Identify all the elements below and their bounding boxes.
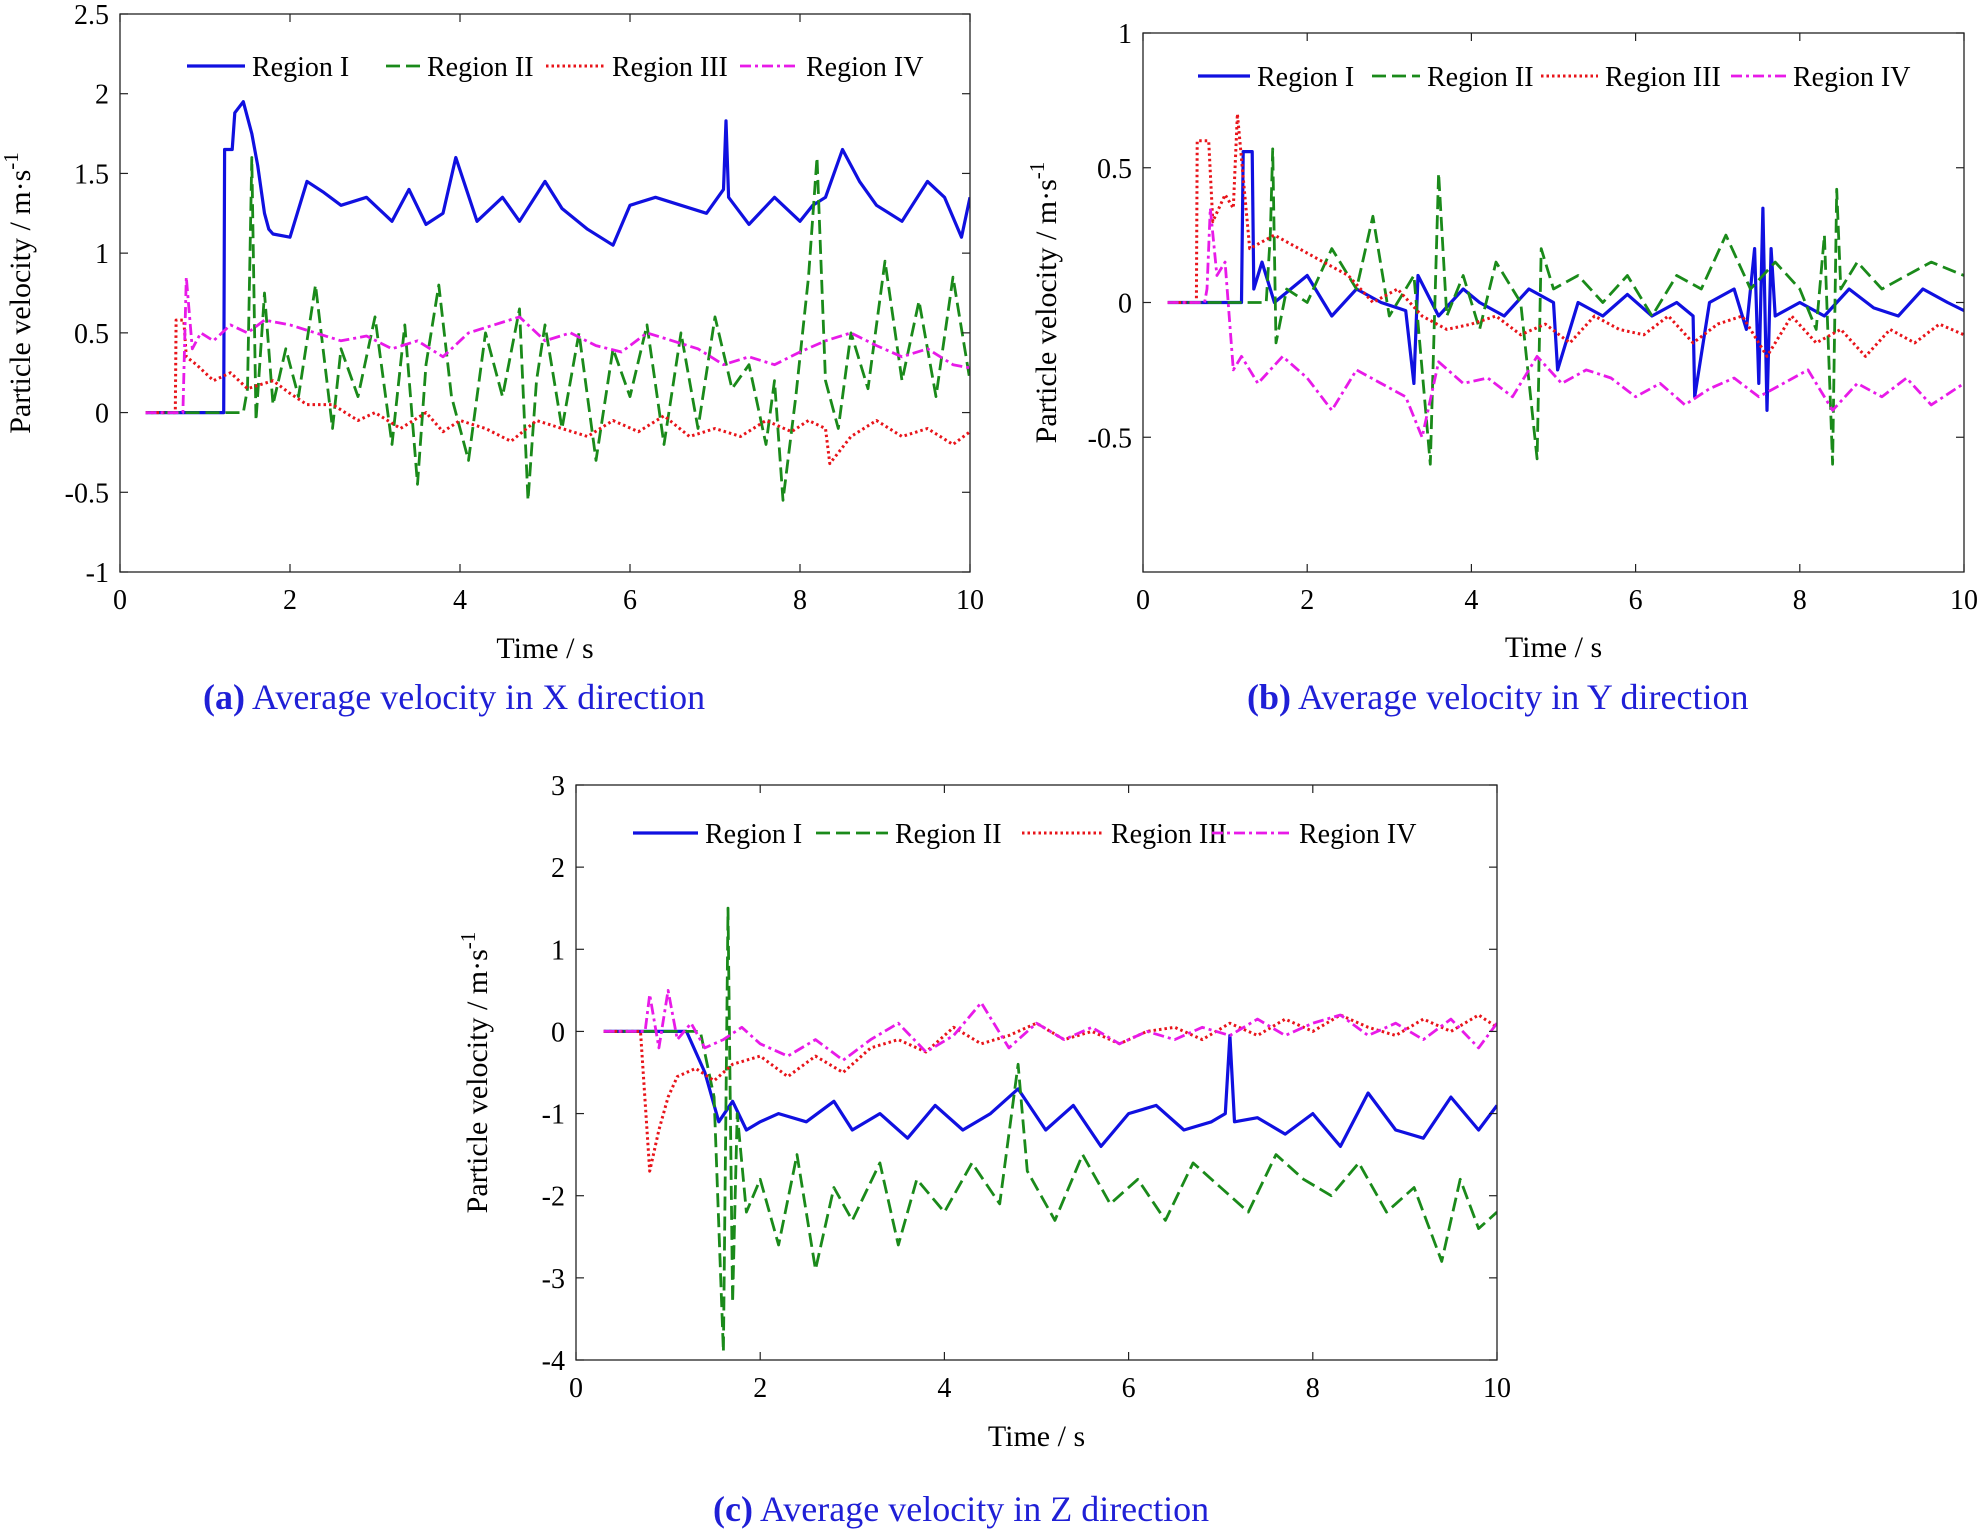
series-line-a-1 bbox=[145, 100, 970, 415]
x-tick-label: 6 bbox=[1629, 585, 1643, 616]
y-axis-label-main: Particle velocity / m·s bbox=[4, 170, 37, 434]
x-tick-label: 2 bbox=[1300, 585, 1314, 616]
legend-label-2: Region II bbox=[1427, 62, 1534, 93]
caption-label-a: (a) bbox=[203, 677, 245, 717]
y-tick-label: 0.5 bbox=[74, 319, 109, 350]
y-axis-label: Particle velocity / m·s-1 bbox=[456, 932, 494, 1214]
y-tick-label: 0 bbox=[1118, 289, 1132, 320]
x-tick-label: 6 bbox=[623, 585, 637, 616]
x-tick-label: 8 bbox=[793, 585, 807, 616]
x-tick-label: 10 bbox=[956, 585, 984, 616]
legend-label-3: Region III bbox=[1605, 62, 1721, 93]
series-line-b-4 bbox=[1167, 206, 1964, 439]
y-tick-label: -0.5 bbox=[1088, 423, 1132, 454]
caption-label-b: (b) bbox=[1247, 677, 1291, 717]
y-tick-label: 1 bbox=[95, 239, 109, 270]
series-line-c-4 bbox=[603, 989, 1497, 1062]
y-tick-label: 1 bbox=[1118, 19, 1132, 50]
y-tick-label: -1 bbox=[542, 1100, 565, 1131]
legend-label-4: Region IV bbox=[1793, 62, 1910, 93]
x-tick-label: 4 bbox=[1464, 585, 1478, 616]
series-line-c-1 bbox=[603, 1029, 1497, 1149]
x-tick-label: 8 bbox=[1793, 585, 1807, 616]
legend-a: Region I Region II Region III Region IV bbox=[187, 52, 923, 83]
series-line-c-2 bbox=[603, 906, 1497, 1354]
y-axis-label-main: Particle velocity / m·s bbox=[461, 949, 494, 1213]
caption-text-b: Average velocity in Y direction bbox=[1291, 677, 1749, 717]
series-line-b-1 bbox=[1167, 150, 1964, 412]
caption-panel-b: (b) Average velocity in Y direction bbox=[1247, 676, 1749, 718]
x-tick-label: 4 bbox=[937, 1373, 951, 1404]
y-tick-label: 2 bbox=[95, 80, 109, 111]
axes-box-c bbox=[575, 784, 1498, 1361]
x-tick-label: 2 bbox=[753, 1373, 767, 1404]
series-line-b-2 bbox=[1167, 147, 1964, 466]
series-line-b-3 bbox=[1167, 112, 1964, 358]
series-line-a-4 bbox=[145, 275, 970, 415]
x-axis-label: Time / s bbox=[988, 1420, 1085, 1453]
chart-panel-c: 0 2 4 6 8 10 -4 -3 -2 -1 0 1 2 3 Time / s Particle velo… bbox=[456, 771, 1511, 1453]
x-tick-label: 0 bbox=[569, 1373, 583, 1404]
legend-label-2: Region II bbox=[895, 819, 1002, 850]
caption-text-a: Average velocity in X direction bbox=[244, 677, 706, 717]
y-tick-label: 2.5 bbox=[74, 0, 109, 31]
y-tick-label: -0.5 bbox=[65, 478, 109, 509]
caption-panel-c: (c) Average velocity in Z direction bbox=[713, 1488, 1209, 1530]
x-tick-label: 8 bbox=[1306, 1373, 1320, 1404]
legend-label-1: Region I bbox=[705, 819, 802, 850]
series-line-c-3 bbox=[603, 1013, 1497, 1173]
y-tick-label: 0 bbox=[551, 1017, 565, 1048]
y-tick-label: -4 bbox=[542, 1346, 565, 1377]
y-tick-label: -3 bbox=[542, 1264, 565, 1295]
series-line-a-3 bbox=[145, 318, 970, 466]
x-tick-label: 0 bbox=[113, 585, 127, 616]
y-axis-label-superscript: -1 bbox=[456, 932, 480, 950]
chart-panel-a: 0 2 4 6 8 10 -1 -0.5 0 0.5 1 1.5 2 2.5 Time / s Particl… bbox=[0, 0, 984, 665]
legend-label-4: Region IV bbox=[806, 52, 923, 83]
y-tick-label: -2 bbox=[542, 1182, 565, 1213]
caption-panel-a: (a) Average velocity in X direction bbox=[203, 676, 705, 718]
x-axis-label: Time / s bbox=[496, 632, 593, 665]
y-axis-label-superscript: -1 bbox=[0, 152, 23, 170]
legend-label-3: Region III bbox=[612, 52, 728, 83]
y-tick-label: 3 bbox=[551, 771, 565, 802]
legend-label-3: Region III bbox=[1111, 819, 1227, 850]
x-axis-label: Time / s bbox=[1505, 631, 1602, 664]
legend-label-1: Region I bbox=[1257, 62, 1354, 93]
legend-label-2: Region II bbox=[427, 52, 534, 83]
x-tick-label: 2 bbox=[283, 585, 297, 616]
y-axis-label-main: Particle velocity / m·s bbox=[1030, 179, 1063, 443]
y-tick-label: 0 bbox=[95, 399, 109, 430]
legend-b: Region I Region II Region III Region IV bbox=[1198, 62, 1910, 93]
y-axis-label-superscript: -1 bbox=[1025, 162, 1049, 180]
series-line-a-2 bbox=[145, 156, 970, 502]
y-tick-label: 1 bbox=[551, 935, 565, 966]
x-tick-label: 0 bbox=[1136, 585, 1150, 616]
x-tick-label: 10 bbox=[1483, 1373, 1511, 1404]
y-axis-label: Particle velocity / m·s-1 bbox=[1025, 162, 1063, 444]
chart-panel-b: 0 2 4 6 8 10 -0.5 0 0.5 1 Time / s Particle velocit… bbox=[1025, 19, 1978, 664]
caption-label-c: (c) bbox=[713, 1489, 753, 1529]
legend-c: Region I Region II Region III Region IV bbox=[633, 819, 1416, 850]
legend-label-4: Region IV bbox=[1299, 819, 1416, 850]
axes-box-a bbox=[119, 13, 971, 573]
y-tick-label: 0.5 bbox=[1097, 154, 1132, 185]
legend-label-1: Region I bbox=[252, 52, 349, 83]
y-tick-label: 2 bbox=[551, 853, 565, 884]
y-tick-label: -1 bbox=[86, 558, 109, 589]
x-tick-label: 6 bbox=[1122, 1373, 1136, 1404]
x-tick-label: 4 bbox=[453, 585, 467, 616]
caption-text-c: Average velocity in Z direction bbox=[752, 1489, 1210, 1529]
x-tick-label: 10 bbox=[1950, 585, 1978, 616]
y-axis-label: Particle velocity / m·s-1 bbox=[0, 152, 37, 434]
y-tick-label: 1.5 bbox=[74, 159, 109, 190]
